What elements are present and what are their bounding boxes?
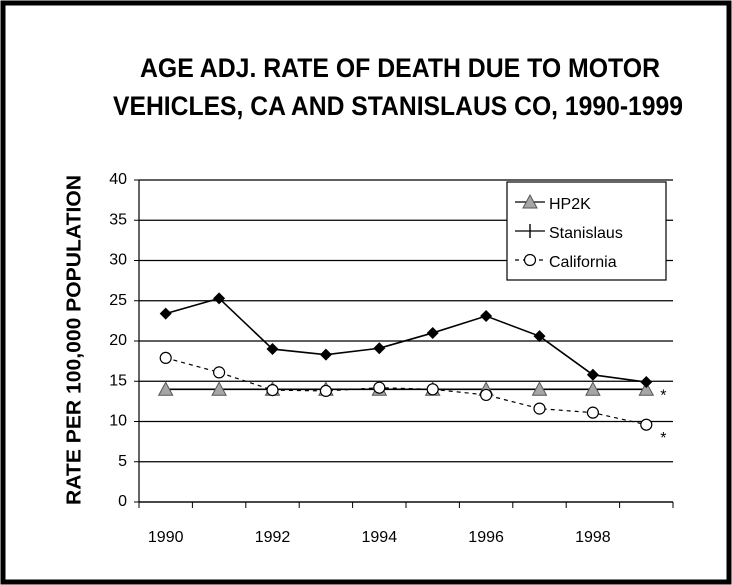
data-point (533, 402, 546, 415)
data-point (159, 307, 172, 320)
legend-marker (522, 193, 538, 209)
chart-title: AGE ADJ. RATE OF DEATH DUE TO MOTOR (140, 53, 660, 83)
data-point (640, 418, 653, 431)
legend-label: HP2K (549, 196, 591, 213)
data-point (426, 383, 439, 396)
data-point (319, 348, 332, 361)
x-tick-label: 1992 (255, 529, 291, 546)
data-point (533, 330, 546, 343)
data-point (585, 381, 601, 396)
data-point (213, 366, 226, 379)
y-tick-label: 40 (109, 171, 127, 188)
y-tick-label: 15 (109, 372, 127, 389)
data-point (211, 381, 227, 396)
y-tick-label: 20 (109, 332, 127, 349)
data-point (159, 351, 172, 365)
chart-title: VEHICLES, CA AND STANISLAUS CO, 1990-199… (113, 91, 683, 121)
data-point (640, 376, 653, 389)
x-tick-label: 1996 (468, 529, 504, 546)
data-point (531, 381, 548, 396)
data-point (586, 406, 600, 419)
y-axis-label: RATE PER 100,000 POPULATION (63, 175, 85, 505)
x-tick-label: 1998 (575, 529, 611, 546)
legend-marker (523, 253, 537, 267)
data-point (266, 343, 279, 356)
x-tick-label: 1990 (148, 529, 184, 546)
y-tick-label: 10 (109, 413, 127, 430)
y-tick-label: 25 (109, 292, 127, 309)
data-point (586, 368, 599, 381)
data-point (373, 342, 386, 355)
y-tick-label: 0 (118, 493, 127, 510)
data-point (319, 384, 332, 398)
annotation: * (660, 387, 666, 404)
data-point (266, 384, 279, 397)
data-point (373, 381, 386, 394)
data-point (213, 292, 226, 305)
series-line (165, 357, 647, 426)
data-point (426, 326, 439, 339)
y-tick-label: 5 (118, 453, 127, 470)
data-point (157, 381, 174, 396)
x-tick-label: 1994 (362, 529, 398, 546)
data-point (480, 388, 493, 402)
y-tick-label: 30 (109, 252, 127, 269)
legend-label: Stanislaus (549, 225, 623, 242)
data-point (638, 381, 655, 396)
y-tick-label: 35 (109, 211, 127, 228)
legend-label: California (549, 254, 617, 271)
series-line (165, 297, 647, 383)
data-point (480, 310, 493, 323)
annotation: * (660, 430, 666, 447)
